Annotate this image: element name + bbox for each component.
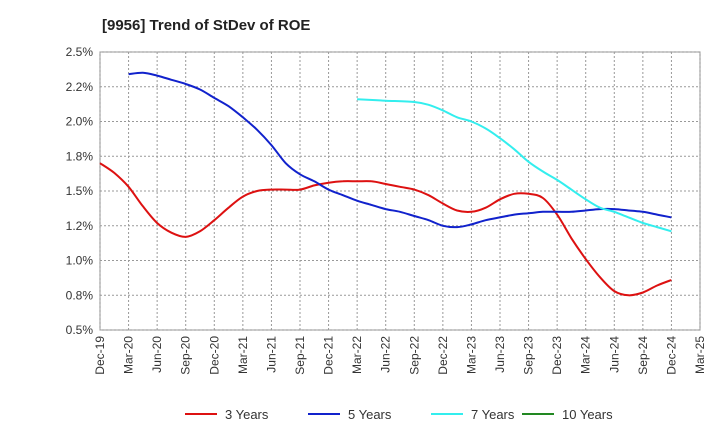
series-line-3-years	[99, 162, 672, 297]
x-tick-label: Jun-23	[493, 336, 507, 373]
x-tick-label: Mar-23	[464, 336, 478, 374]
x-tick-label: Dec-21	[322, 336, 336, 375]
x-tick-label: Mar-21	[236, 336, 250, 374]
x-tick-label: Sep-22	[407, 336, 421, 375]
x-tick-label: Mar-22	[350, 336, 364, 374]
grid	[99, 51, 701, 331]
x-tick-label: Jun-24	[607, 336, 621, 373]
x-tick-label: Dec-19	[93, 336, 107, 375]
y-tick-label: 0.5%	[66, 323, 94, 337]
x-tick-label: Sep-21	[293, 336, 307, 375]
x-tick-label: Mar-25	[693, 336, 707, 374]
chart-title: [9956] Trend of StDev of ROE	[102, 17, 310, 34]
legend-label-7-years: 7 Years	[471, 407, 515, 422]
x-tick-label: Jun-21	[264, 336, 278, 373]
x-tick-label: Sep-20	[179, 336, 193, 375]
legend-label-5-years: 5 Years	[348, 407, 392, 422]
y-tick-label: 1.5%	[66, 184, 94, 198]
x-tick-label: Dec-20	[207, 336, 221, 375]
y-tick-label: 2.5%	[66, 45, 94, 59]
x-axis: Dec-19 Mar-20 Jun-20 Sep-20 Dec-20 Mar-21 Jun-…	[93, 336, 707, 375]
series-lines	[99, 71, 672, 297]
x-tick-label: Dec-22	[436, 336, 450, 375]
series-line-7-years	[357, 98, 672, 233]
x-tick-label: Dec-23	[550, 336, 564, 375]
y-tick-label: 2.0%	[66, 115, 94, 129]
legend-label-10-years: 10 Years	[562, 407, 613, 422]
x-tick-label: Jun-22	[379, 336, 393, 373]
legend: 3 Years 5 Years 7 Years 10 Years	[185, 407, 613, 422]
x-tick-label: Dec-24	[664, 336, 678, 375]
x-tick-label: Mar-20	[122, 336, 136, 374]
legend-label-3-years: 3 Years	[225, 407, 269, 422]
x-tick-label: Sep-23	[522, 336, 536, 375]
x-tick-label: Sep-24	[636, 336, 650, 375]
y-tick-label: 1.8%	[66, 149, 94, 163]
series-line-5-years	[128, 71, 672, 229]
x-tick-label: Jun-20	[150, 336, 164, 373]
x-tick-label: Mar-24	[579, 336, 593, 374]
y-tick-label: 1.2%	[66, 219, 94, 233]
y-tick-label: 0.8%	[66, 288, 94, 302]
y-axis: 0.5% 0.8% 1.0% 1.2% 1.5% 1.8% 2.0% 2.2% 2.5%	[66, 45, 94, 337]
y-tick-label: 1.0%	[66, 254, 94, 268]
y-tick-label: 2.2%	[66, 80, 94, 94]
